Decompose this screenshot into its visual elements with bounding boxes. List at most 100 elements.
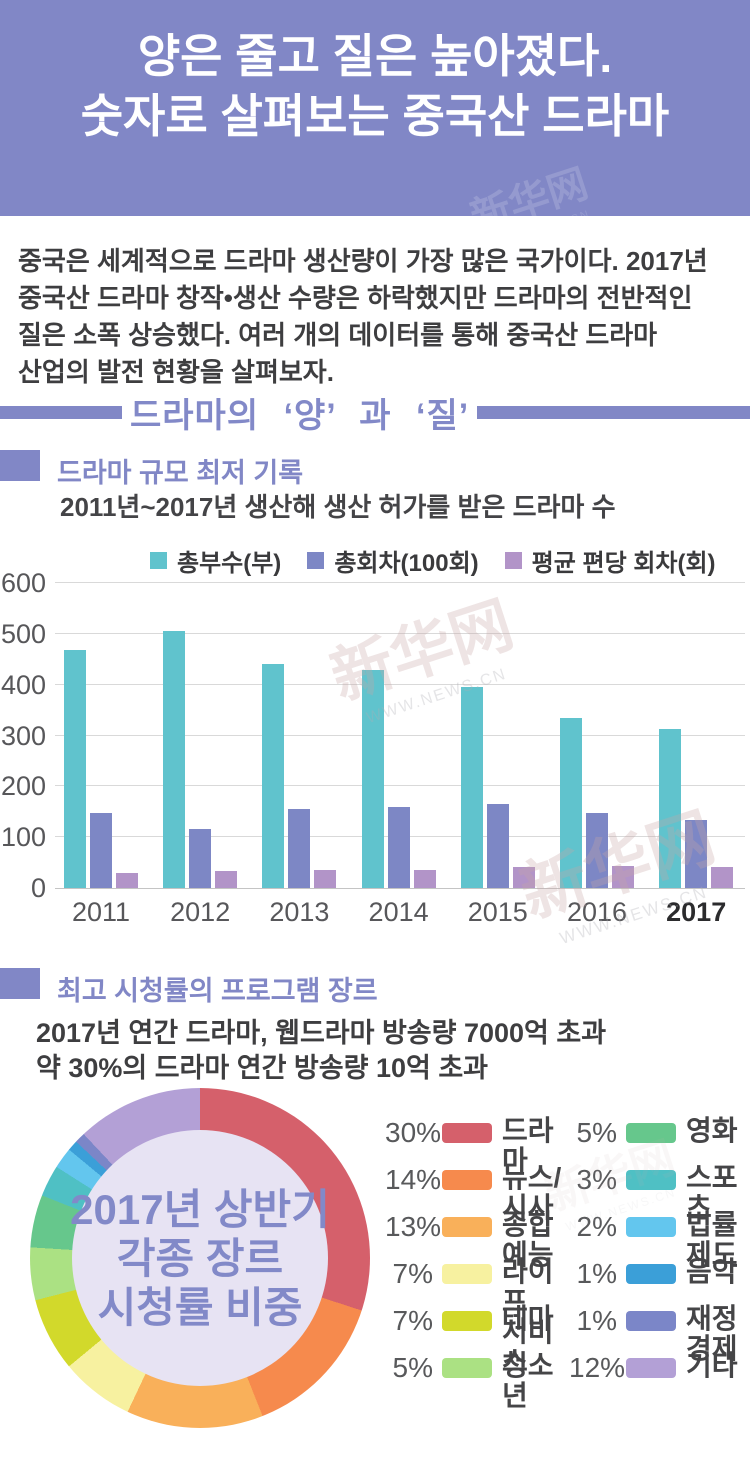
pie-legend-label: 뉴스/시사 (502, 1162, 562, 1223)
bar-group (163, 583, 238, 888)
bar (215, 871, 238, 888)
pie-legend-swatch-icon (442, 1123, 492, 1143)
pie-legend-percent: 3% (576, 1164, 617, 1195)
pie-legend-label: 기타 (686, 1350, 738, 1381)
gridline (55, 582, 745, 583)
bar (711, 866, 734, 888)
pie-legend-right-column: 5% 영화 3% 스포츠 2% 법률 제도 1% 음악 1% 재정 경제 12% 기타 (569, 1116, 750, 1398)
donut-center-text: 시청률 비중 (97, 1283, 303, 1331)
bar-group (262, 583, 337, 888)
pie-legend-percent: 7% (392, 1305, 433, 1336)
divider-title: 드라마의 ‘양’ 과 ‘질’ (130, 396, 470, 435)
pie-legend-percent: 5% (576, 1117, 617, 1148)
banner-title-line1: 양은 줄고 질은 높아졌다. (137, 30, 613, 82)
intro-line: 중국은 세계적으로 드라마 생산량이 가장 많은 국가이다. 2017년 (18, 246, 708, 276)
intro-line: 산업의 발전 현황을 살펴보자. (18, 357, 334, 387)
pie-legend-percent: 1% (576, 1258, 617, 1289)
section-divider: 드라마의 ‘양’ 과 ‘질’ (0, 392, 750, 435)
bar (512, 867, 535, 888)
pie-legend-swatch-icon (442, 1358, 492, 1378)
bar (90, 812, 112, 888)
bar-plot (55, 582, 745, 889)
pie-legend-percent: 13% (385, 1211, 442, 1242)
legend-item: 평균 편당 회차(회) (504, 543, 716, 578)
pie-legend-swatch-icon (626, 1358, 676, 1378)
pie-legend-label: 영화 (686, 1115, 738, 1146)
x-tick-label: 2012 (170, 897, 231, 927)
x-tick-label: 2015 (467, 897, 528, 927)
pie-legend-item: 1% 재정 경제 (569, 1304, 750, 1364)
x-tick-label: 2016 (566, 897, 628, 927)
x-tick-label: 2014 (368, 897, 429, 927)
pie-legend-swatch-icon (442, 1217, 492, 1237)
intro-paragraph: 중국은 세계적으로 드라마 생산량이 가장 많은 국가이다. 2017년 중국산… (18, 243, 738, 391)
pie-legend-item: 12% 기타 (569, 1351, 750, 1398)
divider-bar-right (477, 405, 750, 419)
pie-legend-swatch-icon (442, 1170, 492, 1190)
legend-swatch-icon (504, 552, 522, 569)
y-tick-label: 300 (0, 720, 46, 751)
legend-label: 총회차(100회) (334, 550, 479, 577)
bar (659, 728, 682, 888)
legend-item: 총부수(부) (150, 543, 281, 578)
pie-legend-swatch-icon (626, 1217, 676, 1237)
y-tick-label: 600 (0, 568, 46, 598)
pie-legend-item: 5% 청소년 (385, 1351, 567, 1411)
pie-legend-item: 5% 영화 (569, 1116, 750, 1163)
intro-line: 중국산 드라마 창작•생산 수량은 하락했지만 드라마의 전반적인 (18, 283, 693, 313)
section1-header: 드라마 규모 최저 기록 (0, 450, 750, 488)
bar (685, 820, 708, 888)
section2-title: 최고 시청률의 프로그램 장르 (57, 976, 378, 1006)
bar (586, 813, 608, 888)
donut-chart: 2017년 상반기 각종 장르 시청률 비중 (30, 1088, 370, 1428)
bar (189, 829, 212, 888)
bar (288, 808, 311, 888)
bar (64, 649, 86, 888)
bar (163, 630, 186, 888)
bar (361, 669, 384, 888)
section-bullet-icon (0, 450, 40, 481)
legend-swatch-icon (150, 552, 167, 569)
legend-label: 평균 편당 회차(회) (531, 550, 716, 577)
pie-legend-label: 테마 (502, 1303, 554, 1334)
pie-legend-item: 7% 테마 (385, 1304, 567, 1351)
divider-bar-left (0, 405, 122, 419)
bar-group (560, 583, 634, 888)
pie-legend-item: 14% 뉴스/시사 (385, 1163, 567, 1223)
y-tick-label: 0 (30, 873, 46, 903)
section-bullet-icon (0, 968, 40, 999)
banner-title-line2: 숫자로 살펴보는 중국산 드라마 (80, 90, 670, 142)
pie-legend-label: 드라마 (502, 1115, 554, 1176)
pie-legend-label: 재정 경제 (686, 1303, 738, 1364)
bar (486, 804, 509, 888)
bar (314, 870, 337, 888)
donut-center-text: 2017년 상반기 (70, 1185, 330, 1233)
bar-group (361, 583, 436, 888)
pie-legend-swatch-icon (626, 1264, 676, 1284)
section2-text-line1: 2017년 연간 드라마, 웹드라마 방송량 7000억 초과 (36, 1018, 607, 1048)
pie-legend-percent: 7% (392, 1258, 433, 1289)
x-tick-label: 2017 (666, 897, 727, 927)
x-tick-label: 2013 (269, 897, 330, 927)
x-tick-label: 2011 (71, 897, 131, 927)
pie-legend-label: 라이프 서비스 (502, 1256, 554, 1377)
bar (612, 866, 634, 888)
section2-text-line2: 약 30%의 드라마 연간 방송량 10억 초과 (36, 1053, 488, 1083)
pie-legend-label: 법률 제도 (686, 1209, 738, 1270)
pie-legend-label: 종합예능 (502, 1209, 554, 1270)
gridline (55, 683, 745, 685)
bar-group (64, 583, 138, 888)
donut-center-text: 각종 장르 (116, 1234, 284, 1282)
section2-header: 최고 시청률의 프로그램 장르 (0, 968, 750, 1006)
pie-legend-item: 30% 드라마 (385, 1116, 567, 1176)
bar (116, 872, 138, 888)
pie-legend-label: 스포츠 (686, 1162, 738, 1223)
bar-chart-legend: 총부수(부) 총회차(100회) 평균 편당 회차(회) (150, 543, 716, 578)
pie-legend-item: 7% 라이프 서비스 (385, 1257, 567, 1377)
y-tick-label: 200 (0, 771, 46, 802)
pie-legend-swatch-icon (442, 1311, 492, 1331)
pie-legend-swatch-icon (626, 1123, 676, 1143)
pie-legend-item: 1% 음악 (569, 1257, 750, 1304)
x-axis: 2011 2012 2013 2014 2015 2016 2017 (55, 897, 745, 929)
